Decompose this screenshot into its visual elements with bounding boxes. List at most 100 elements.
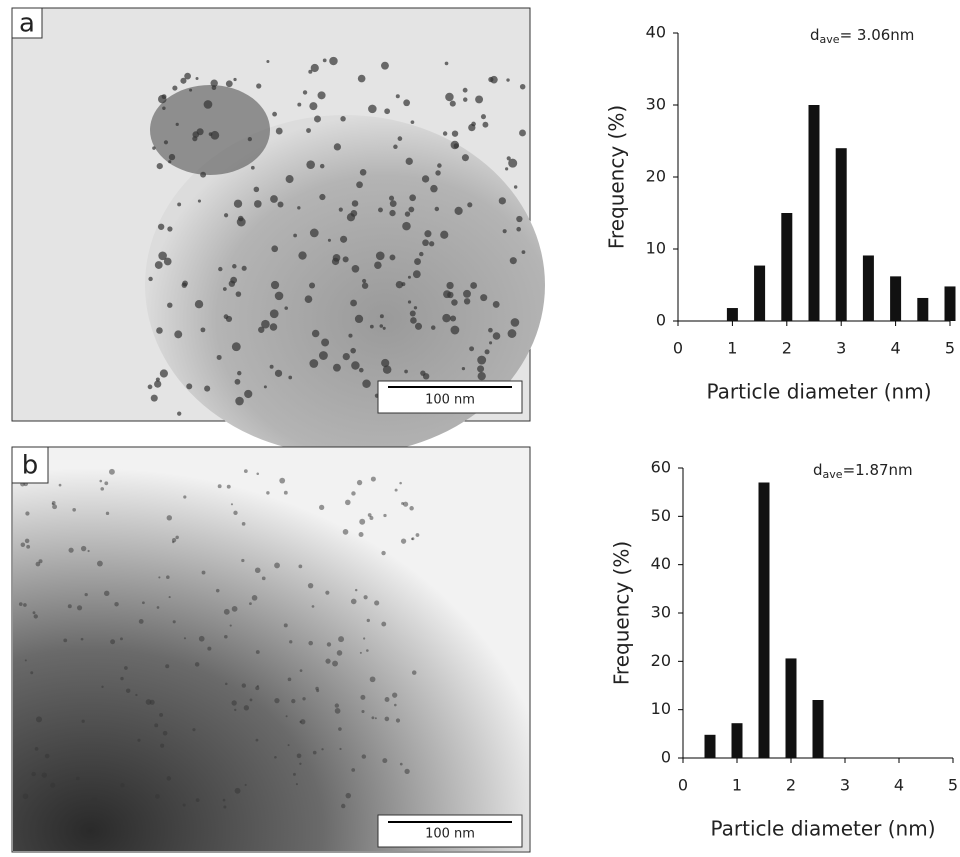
particle [195,798,200,802]
particle [162,106,166,111]
particle [325,658,331,664]
particle [295,783,298,786]
particle [163,257,172,266]
particle [208,132,213,136]
particle [357,74,366,83]
particle [336,650,343,656]
particle [175,535,179,540]
particle [382,326,386,330]
particle [44,753,50,759]
particle [454,206,463,215]
particle [247,136,252,142]
particle [35,561,41,567]
particle [332,660,339,667]
particle [80,637,84,641]
particle [274,291,284,301]
particle [192,728,196,732]
particle [399,481,402,485]
particle [137,738,141,742]
particle [351,264,360,273]
y-tick-label: 30 [651,603,671,622]
particle [321,748,324,751]
particle [379,314,384,319]
annotation-part: ave [820,33,840,46]
annotation-part: ave [823,468,843,481]
particle [510,318,520,327]
particle [207,646,212,651]
particle [359,651,362,654]
particle [351,200,359,207]
particle [309,282,316,289]
particle [275,127,283,135]
particle [388,195,395,201]
particle [222,287,227,291]
annotation: dave= 3.06nm [810,26,914,47]
particle [147,384,153,390]
particle [381,550,386,556]
particle [155,794,160,799]
particle [451,299,458,306]
x-tick-label: 5 [948,776,958,795]
particle [307,582,314,589]
particle [412,270,421,279]
particle [291,698,296,704]
particle [374,261,382,269]
x-axis-label: Particle diameter (nm) [706,380,931,404]
particle [256,685,259,688]
particle [231,700,237,706]
particle [35,716,42,723]
particle [224,634,228,639]
particle [329,56,338,66]
particle [186,383,193,390]
particle [362,379,371,388]
particle [120,637,123,641]
particle [288,375,293,380]
particle [274,369,283,377]
particle [76,605,83,611]
particle [297,206,301,210]
particle [430,325,436,330]
particle [184,72,191,80]
particle [341,803,346,809]
particle [23,603,27,607]
particle [350,598,357,605]
particle [480,294,488,302]
particle [409,506,414,511]
particle [492,332,501,340]
particle [351,768,356,772]
particle [342,352,350,361]
particle [505,167,509,171]
particle [350,209,358,217]
particle [120,783,125,788]
bar [754,265,766,321]
particle [244,783,247,787]
particle [469,346,475,352]
particle [299,669,303,672]
bar [808,105,820,321]
particle [314,115,321,123]
particle [63,638,68,643]
particle [158,251,167,261]
particle [145,699,152,705]
particle [404,211,411,217]
particle [407,300,412,304]
particle [318,351,328,360]
particle [157,223,165,230]
particle [363,595,368,600]
particle [480,114,486,120]
particle [32,611,36,615]
particle [168,153,176,161]
y-tick-label: 30 [646,95,666,114]
particle [309,359,319,368]
particle [382,758,388,764]
particle [232,264,237,269]
particle [325,590,330,595]
particle [99,479,103,483]
x-tick-label: 1 [727,339,737,358]
x-tick-label: 3 [840,776,850,795]
y-tick-label: 10 [646,239,666,258]
particle [166,575,170,579]
particle [378,207,383,213]
particle [299,762,302,765]
particle [166,515,173,521]
